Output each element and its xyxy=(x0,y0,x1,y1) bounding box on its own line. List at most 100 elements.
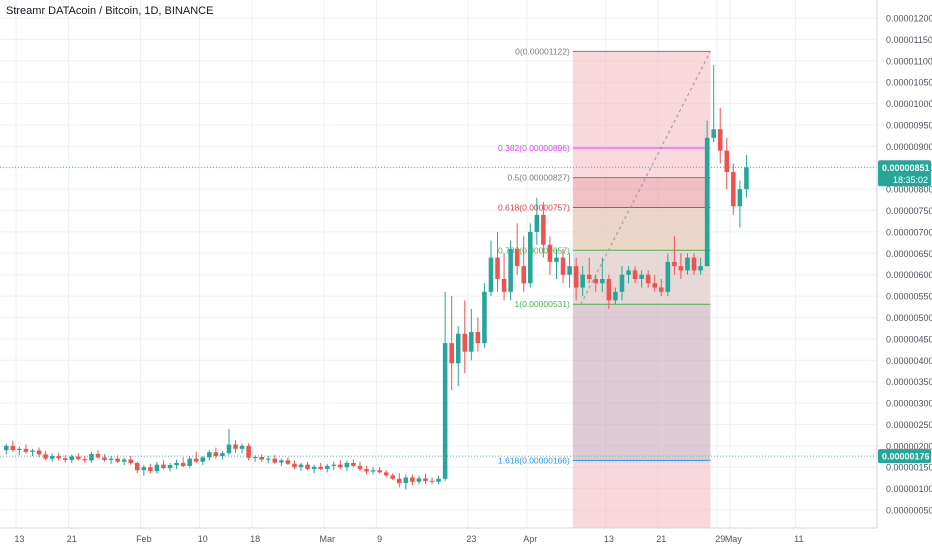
candle-body xyxy=(554,257,559,262)
y-tick-label: 0.00000050 xyxy=(886,506,932,516)
y-tick-label: 0.00000950 xyxy=(886,120,932,130)
price-tag-label: 0.00000176 xyxy=(882,452,930,462)
fib-zone-upper xyxy=(572,51,711,149)
candle-body xyxy=(200,457,206,462)
candle-body xyxy=(331,464,337,466)
fib-zone-lower xyxy=(572,304,711,461)
candle-body xyxy=(691,257,697,271)
candle-body xyxy=(233,444,238,449)
fib-level-label: 0.618(0.00000757) xyxy=(498,203,570,213)
candle-body xyxy=(731,172,736,207)
y-tick-label: 0.00001000 xyxy=(886,99,932,109)
candle-body xyxy=(266,458,271,460)
fib-zone-0382 xyxy=(572,148,711,178)
candle-body xyxy=(121,459,127,462)
candle-body xyxy=(108,458,114,460)
candle-body xyxy=(724,150,730,173)
x-tick-label: 21 xyxy=(67,534,77,544)
candle-body xyxy=(514,249,520,267)
y-tick-label: 0.00000550 xyxy=(886,292,932,302)
candle-body xyxy=(357,465,363,469)
fib-level-label: 1.618(0.00000166) xyxy=(498,455,570,465)
candle-body xyxy=(377,470,382,473)
fib-trend-line xyxy=(580,51,711,305)
candle-body xyxy=(475,332,481,344)
candle-body xyxy=(397,478,402,484)
candle-body xyxy=(298,464,304,468)
candle-body xyxy=(449,343,454,364)
y-tick-label: 0.00000300 xyxy=(886,399,932,409)
candle-body xyxy=(403,477,409,484)
price-tag-label: 0.00000851 xyxy=(882,163,930,173)
candle-body xyxy=(95,453,101,458)
candle-body xyxy=(586,274,592,279)
candle-body xyxy=(613,291,618,301)
candle-body xyxy=(370,470,376,472)
fib-zone-0618 xyxy=(572,207,711,251)
candle-body xyxy=(717,129,723,151)
candle-body xyxy=(383,472,389,476)
x-tick-label: 13 xyxy=(14,534,24,544)
candle-body xyxy=(436,478,441,482)
fib-level-label: 1(0.00000531) xyxy=(515,299,570,309)
y-tick-label: 0.00000350 xyxy=(886,377,932,387)
candle-body xyxy=(626,270,631,275)
candle-body xyxy=(23,448,29,452)
candle-body xyxy=(324,465,330,469)
candle-body xyxy=(279,460,284,463)
x-tick-label: 29 xyxy=(715,534,725,544)
candle-body xyxy=(567,266,572,275)
x-tick-label: 21 xyxy=(656,534,666,544)
candle-body xyxy=(652,283,657,288)
candle-body xyxy=(501,278,507,292)
x-tick-label: 9 xyxy=(377,534,382,544)
price-tag-countdown: 18:35:02 xyxy=(893,175,928,185)
candle-body xyxy=(141,467,147,471)
candle-body xyxy=(69,456,75,460)
candle-body xyxy=(455,333,461,364)
candle-body xyxy=(154,464,160,472)
candle-body xyxy=(62,458,68,460)
price-tag-bg xyxy=(878,160,931,187)
candle-body xyxy=(423,478,428,481)
candle-body xyxy=(187,458,192,466)
candle-body xyxy=(89,453,94,461)
candle-body xyxy=(619,274,625,292)
y-tick-label: 0.00000800 xyxy=(886,185,932,195)
y-tick-label: 0.00000500 xyxy=(886,313,932,323)
candle-body xyxy=(161,464,166,469)
y-tick-label: 0.00001050 xyxy=(886,78,932,88)
candle-body xyxy=(272,458,278,463)
candle-body xyxy=(488,257,494,292)
candle-body xyxy=(698,266,703,271)
candle-body xyxy=(344,462,350,468)
candle-body xyxy=(560,257,566,275)
candle-body xyxy=(508,249,513,292)
candle-body xyxy=(338,464,343,468)
y-tick-label: 0.00000700 xyxy=(886,227,932,237)
candle-body xyxy=(580,274,585,288)
candle-body xyxy=(678,266,684,271)
x-tick-label: 18 xyxy=(250,534,260,544)
candle-body xyxy=(600,278,605,284)
candle-body xyxy=(252,456,258,458)
candle-body xyxy=(292,463,297,468)
candle-body xyxy=(528,231,533,284)
candle-body xyxy=(639,274,644,279)
candle-body xyxy=(4,445,9,451)
candle-body xyxy=(167,465,173,469)
y-tick-label: 0.00000600 xyxy=(886,270,932,280)
candle-body xyxy=(416,478,422,482)
candle-body xyxy=(285,460,291,464)
candle-body xyxy=(410,477,415,482)
candle-body xyxy=(593,278,599,284)
fib-zone-05 xyxy=(572,177,711,208)
candle-body xyxy=(737,189,743,207)
candle-body xyxy=(482,291,487,344)
candle-body xyxy=(573,266,579,288)
candle-body xyxy=(632,270,638,279)
candle-body xyxy=(207,452,212,458)
candle-body xyxy=(390,475,395,479)
